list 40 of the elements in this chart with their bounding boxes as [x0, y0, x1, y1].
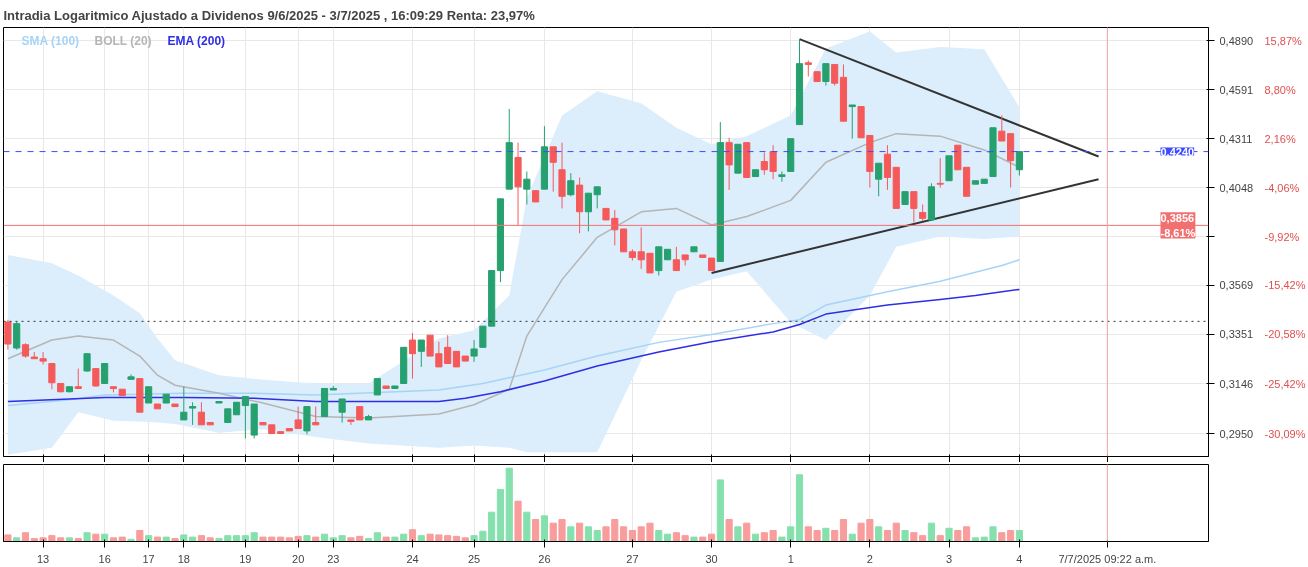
text: 8,80% — [1264, 83, 1296, 96]
text: EMA (200) — [167, 33, 226, 48]
x-tick-label: 2 — [866, 552, 873, 565]
x-tick-label: 13 — [36, 552, 50, 565]
x-tick-label: 27 — [626, 552, 639, 565]
x-tick-label: 26 — [538, 552, 551, 565]
text: -25,42% — [1264, 377, 1306, 390]
y-tick-label: 0,4048 — [1219, 181, 1254, 194]
y-tick-label: 0,2950 — [1219, 427, 1254, 440]
x-tick-label: 30 — [705, 552, 718, 565]
chart-title: Intradia Logaritmico Ajustado a Dividenos 9/6/2025 - 3/7/2025 , 16:09:29 Renta: 23,97% — [3, 7, 536, 23]
y-tick-label: 0,4890 — [1219, 34, 1254, 47]
y-tick-label: 0,3351 — [1219, 328, 1254, 341]
y-tick-label: 0,3146 — [1219, 377, 1254, 390]
ref-line-label: 0,4240 — [1160, 145, 1195, 158]
text: BOLL (20) — [94, 33, 152, 48]
x-tick-label: 23 — [327, 552, 340, 565]
x-tick-label: 18 — [177, 552, 190, 565]
text: -30,09% — [1264, 427, 1306, 440]
y-tick-label: 0,4311 — [1219, 132, 1253, 145]
x-tick-label: 20 — [292, 552, 305, 565]
x-tick-label: 16 — [98, 552, 111, 565]
text: -20,58% — [1264, 328, 1306, 341]
text: -15,42% — [1264, 279, 1306, 292]
x-tick-label: 1 — [787, 552, 794, 565]
x-tick-label: 19 — [239, 552, 252, 565]
text: -9,92% — [1264, 230, 1300, 243]
x-tick-label: 3 — [945, 552, 953, 565]
x-tick-label: 24 — [406, 552, 419, 565]
text: 15,87% — [1264, 34, 1303, 47]
text: -4,06% — [1264, 181, 1300, 194]
text: SMA (100) — [21, 33, 80, 48]
x-tick-label: 25 — [467, 552, 481, 565]
ref-line-label: 0,3856 -8,61% — [1160, 212, 1196, 239]
x-tick-label: 7/7/2025 09:22 a.m. — [1058, 552, 1157, 565]
y-tick-label: 0,3569 — [1219, 279, 1254, 292]
text: 2,16% — [1264, 132, 1296, 145]
y-tick-label: 0,4591 — [1219, 83, 1254, 96]
x-tick-label: 4 — [1016, 552, 1023, 565]
x-tick-label: 17 — [142, 552, 155, 565]
